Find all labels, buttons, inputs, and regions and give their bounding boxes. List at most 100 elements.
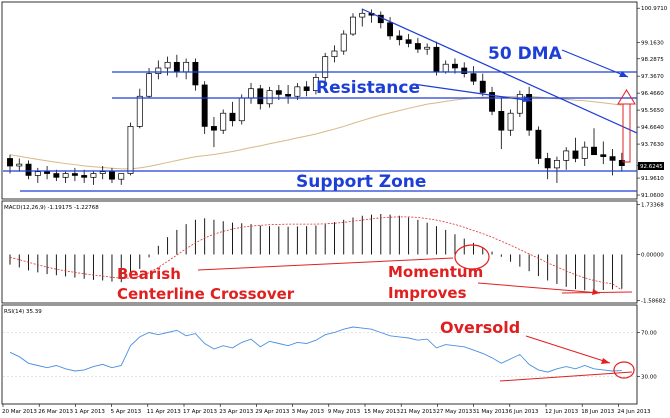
resistance-arrow: [412, 83, 533, 102]
candle-body-up: [563, 150, 570, 161]
date-tick-label: 21 May 2013: [400, 409, 436, 415]
candle-body-up: [34, 171, 41, 176]
price-tick-label: 94.6640: [641, 125, 664, 131]
price-panel-frame: [1, 1, 638, 200]
candle-body-up: [507, 112, 514, 131]
candle-body-down: [479, 80, 486, 93]
candle-body-down: [44, 171, 51, 174]
candle-body-up: [90, 173, 97, 178]
oversold-circle: [613, 361, 635, 379]
candle: [16, 158, 23, 172]
dma-arrowhead: [619, 71, 628, 77]
date-tick-label: 20 Mar 2013: [2, 409, 37, 415]
candle-body-down: [452, 63, 458, 69]
current-price-marker: [638, 162, 664, 170]
candle-body-down: [489, 92, 495, 112]
candle: [136, 88, 143, 129]
date-tick-label: 5 Apr 2013: [111, 409, 142, 415]
candle: [44, 166, 51, 180]
candle-body-up: [331, 50, 338, 58]
rsi-divergence-line: [499, 371, 633, 382]
candle: [479, 73, 486, 97]
rsi-layer: [9, 326, 622, 373]
candle-body-down: [470, 73, 477, 82]
date-tick-label: 17 Apr 2013: [183, 409, 218, 415]
macd-indicator-label: MACD(12,26,9) -1.19175 -1.22768: [4, 205, 99, 211]
candle: [516, 90, 523, 117]
oversold-arrowhead: [601, 358, 610, 364]
candle: [563, 147, 570, 170]
date-tick-label: 18 Jun 2013: [581, 409, 615, 415]
candle: [71, 167, 78, 182]
dma-arrow: [561, 49, 629, 78]
date-tick-label: 26 Mar 2013: [38, 409, 73, 415]
date-tick-label: 24 Jun 2013: [617, 409, 651, 415]
date-tick-label: 3 May 2013: [292, 409, 325, 415]
candle: [229, 101, 236, 127]
support-zone-label: Support Zone: [296, 172, 426, 192]
candle-body-down: [609, 156, 616, 161]
current-price-label: 92.6245: [640, 164, 663, 170]
candle-body-down: [498, 110, 505, 131]
candle: [591, 128, 597, 156]
price-tick-label: 93.7630: [641, 142, 664, 148]
candle-body-up: [238, 97, 245, 122]
candle: [535, 126, 542, 165]
date-tick-label: 29 Apr 2013: [255, 409, 290, 415]
candle: [322, 52, 329, 82]
candle-body-down: [396, 35, 403, 41]
candle: [544, 152, 551, 180]
candle-body-down: [201, 84, 208, 127]
candle: [618, 152, 625, 172]
candle-body-down: [71, 173, 78, 176]
candle-body-down: [414, 43, 421, 50]
candle: [210, 116, 217, 148]
candle-body-down: [303, 86, 310, 91]
rsi-tick-label: 70.00: [641, 331, 657, 337]
date-tick-label: 27 May 2013: [436, 409, 472, 415]
crossover-circle: [454, 244, 490, 270]
price-tick-label: 91.0600: [641, 193, 664, 199]
dma-label: 50 DMA: [488, 44, 563, 64]
candle: [303, 81, 310, 97]
candle-body-down: [526, 94, 533, 131]
candle-body-down: [285, 94, 292, 97]
candle: [257, 84, 264, 110]
candle: [424, 43, 431, 55]
date-axis: 20 Mar 2013 26 Mar 2013 1 Apr 2013 5 Apr 20…: [2, 404, 651, 415]
macd-panel-frame: [1, 200, 638, 304]
candle-body-up: [155, 67, 162, 74]
candle-body-up: [424, 46, 431, 50]
candle: [238, 94, 245, 125]
date-tick-label: 31 May 2013: [473, 409, 509, 415]
candle-body-down: [591, 146, 597, 156]
candle-body-down: [25, 163, 32, 176]
macd-tick-label: 0.00000: [641, 252, 664, 258]
candle: [350, 13, 356, 36]
candle-body-up: [146, 73, 152, 97]
candle: [600, 141, 607, 165]
candle-body-down: [210, 126, 217, 131]
candle-body-up: [16, 163, 23, 167]
oversold-arrow: [525, 335, 611, 364]
target-arrow-head: [617, 89, 636, 105]
rsi-panel-frame: [1, 304, 638, 405]
candle-body-down: [461, 67, 468, 74]
candle: [155, 60, 162, 80]
momentum-label-line2: Improves: [388, 284, 467, 302]
candle: [201, 81, 208, 134]
candle: [396, 30, 403, 46]
candle-body-up: [553, 160, 560, 169]
candle: [294, 83, 301, 101]
candle: [127, 122, 134, 176]
resistance-label: Resistance: [316, 78, 420, 98]
candle-body-up: [322, 56, 329, 78]
downtrend-line: [361, 8, 638, 134]
candle-body-up: [359, 12, 366, 18]
candle-body-down: [387, 22, 394, 37]
resistance-arrowhead: [523, 96, 532, 102]
candle: [220, 109, 227, 134]
candle-body-up: [220, 112, 227, 131]
candle: [553, 156, 560, 183]
candle: [387, 17, 394, 40]
